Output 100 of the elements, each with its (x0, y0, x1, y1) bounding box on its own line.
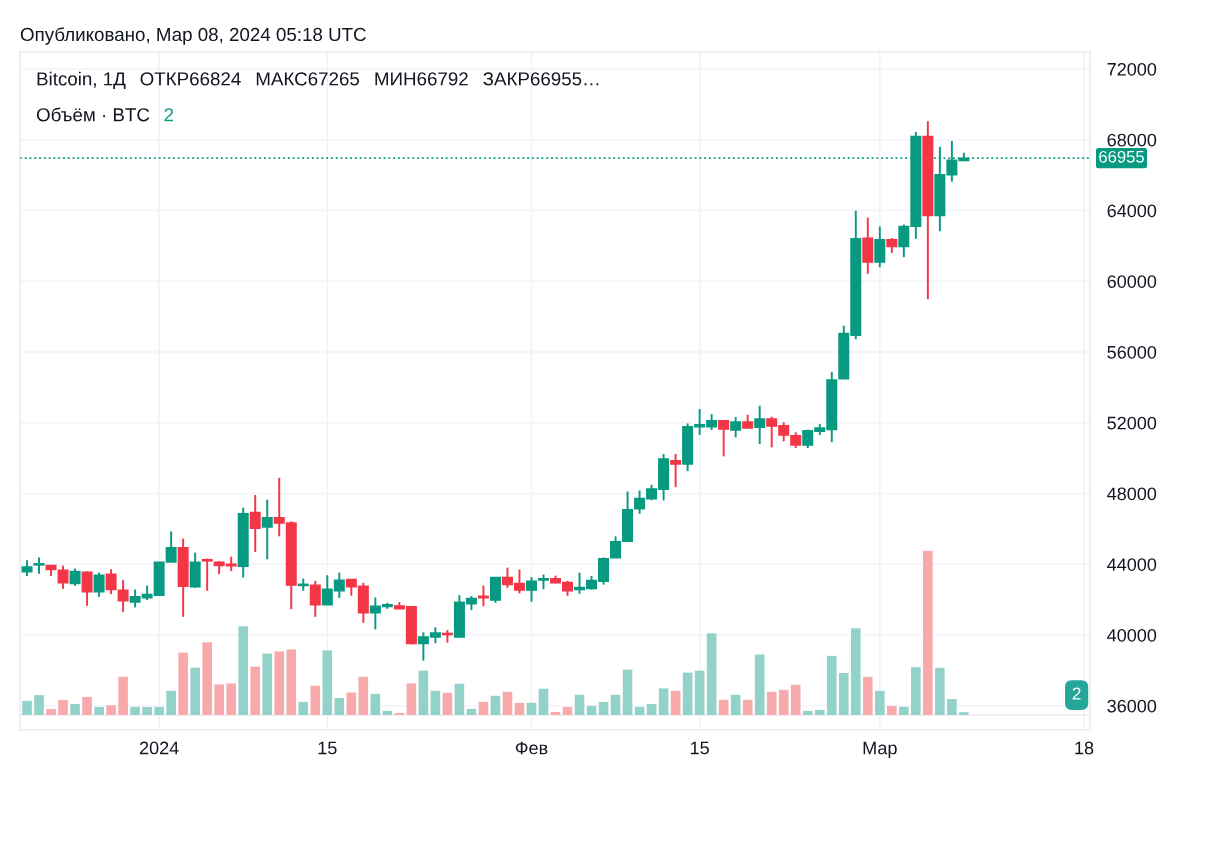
bar (58, 699, 68, 715)
bar (826, 655, 837, 715)
y-tick-label: 48000 (1107, 487, 1157, 501)
y-tick-label: 56000 (1107, 345, 1157, 359)
bar (46, 708, 56, 715)
bar (406, 683, 417, 715)
bar (250, 666, 261, 715)
bar (466, 708, 477, 715)
bar (682, 672, 693, 715)
y-tick-label: 64000 (1107, 204, 1157, 218)
annotation: МАКС67265 (256, 72, 360, 86)
bar (310, 685, 321, 715)
ref-line-label: 66955 (1099, 150, 1144, 163)
bar (226, 683, 236, 715)
candlestick (670, 453, 682, 489)
bar (202, 642, 212, 715)
bar (622, 669, 633, 715)
candlestick (874, 225, 886, 269)
bar (142, 706, 152, 715)
bar (262, 653, 273, 715)
y-tick-label: 52000 (1107, 416, 1157, 430)
candlestick (57, 564, 69, 590)
bar (358, 676, 369, 715)
x-tick-label: 15 (690, 741, 709, 755)
bar (286, 649, 297, 715)
bar (238, 626, 249, 715)
bar (274, 651, 285, 715)
y-tick-label: 40000 (1107, 628, 1157, 642)
annotation: ЗАКР66955… (483, 72, 599, 86)
bar (947, 699, 957, 715)
candlestick (201, 557, 213, 592)
bar (586, 705, 597, 715)
y-tick-label: 72000 (1107, 62, 1157, 76)
bar (322, 650, 333, 715)
bar (70, 703, 80, 715)
annotation: 2 (164, 108, 174, 122)
x-tick-label: 15 (318, 741, 337, 755)
bar (814, 709, 825, 715)
bar (502, 691, 513, 715)
bar (778, 689, 789, 715)
candlestick (81, 570, 93, 607)
bar (850, 628, 861, 715)
bar (718, 699, 729, 715)
candlestick (525, 576, 537, 603)
candlestick (249, 494, 261, 553)
bar (959, 712, 969, 715)
bar (574, 694, 585, 715)
candlestick (754, 404, 766, 445)
bar (911, 667, 921, 715)
bar (935, 667, 945, 715)
bar (514, 702, 525, 715)
bar (430, 690, 441, 715)
bar (106, 705, 116, 715)
bar (562, 706, 573, 715)
bar (298, 701, 309, 715)
bar (214, 684, 224, 715)
bar (754, 654, 765, 715)
annotation: 2 (1072, 687, 1081, 700)
bar (634, 706, 645, 715)
y-tick-label: 60000 (1107, 275, 1157, 288)
bar (899, 706, 909, 715)
bar (923, 550, 933, 715)
bar (346, 692, 357, 715)
bar (838, 672, 849, 715)
bar (382, 710, 393, 715)
bar (610, 694, 621, 715)
bar (862, 676, 873, 715)
candlestick (261, 498, 273, 561)
bar (166, 690, 176, 715)
annotation: МИН66792 (375, 72, 468, 86)
bar (802, 710, 813, 715)
x-tick-label: Мар (863, 741, 897, 758)
bar (94, 706, 104, 715)
bar (370, 693, 381, 715)
bar (538, 688, 549, 715)
candlestick (489, 576, 501, 604)
annotation: ОТКР66824 (140, 72, 241, 86)
y-tick-label: 36000 (1107, 699, 1157, 713)
bar (646, 703, 657, 715)
bar (766, 691, 777, 715)
bar (478, 701, 489, 715)
candlestick (730, 416, 742, 439)
bar (130, 706, 140, 715)
bar (598, 701, 609, 715)
bar (887, 705, 897, 715)
bar (178, 652, 188, 715)
bar (658, 688, 669, 715)
x-tick-label: 18 (1075, 741, 1094, 755)
bar (442, 692, 453, 715)
bar (118, 676, 128, 715)
bar (790, 684, 801, 715)
bar (742, 699, 753, 715)
bar (454, 683, 465, 715)
candlestick (309, 579, 321, 618)
bar (190, 667, 200, 715)
bar (706, 633, 717, 715)
candlestick (117, 579, 129, 613)
x-tick-label: Фев (515, 741, 548, 755)
bar (875, 690, 885, 715)
bar (730, 694, 741, 715)
